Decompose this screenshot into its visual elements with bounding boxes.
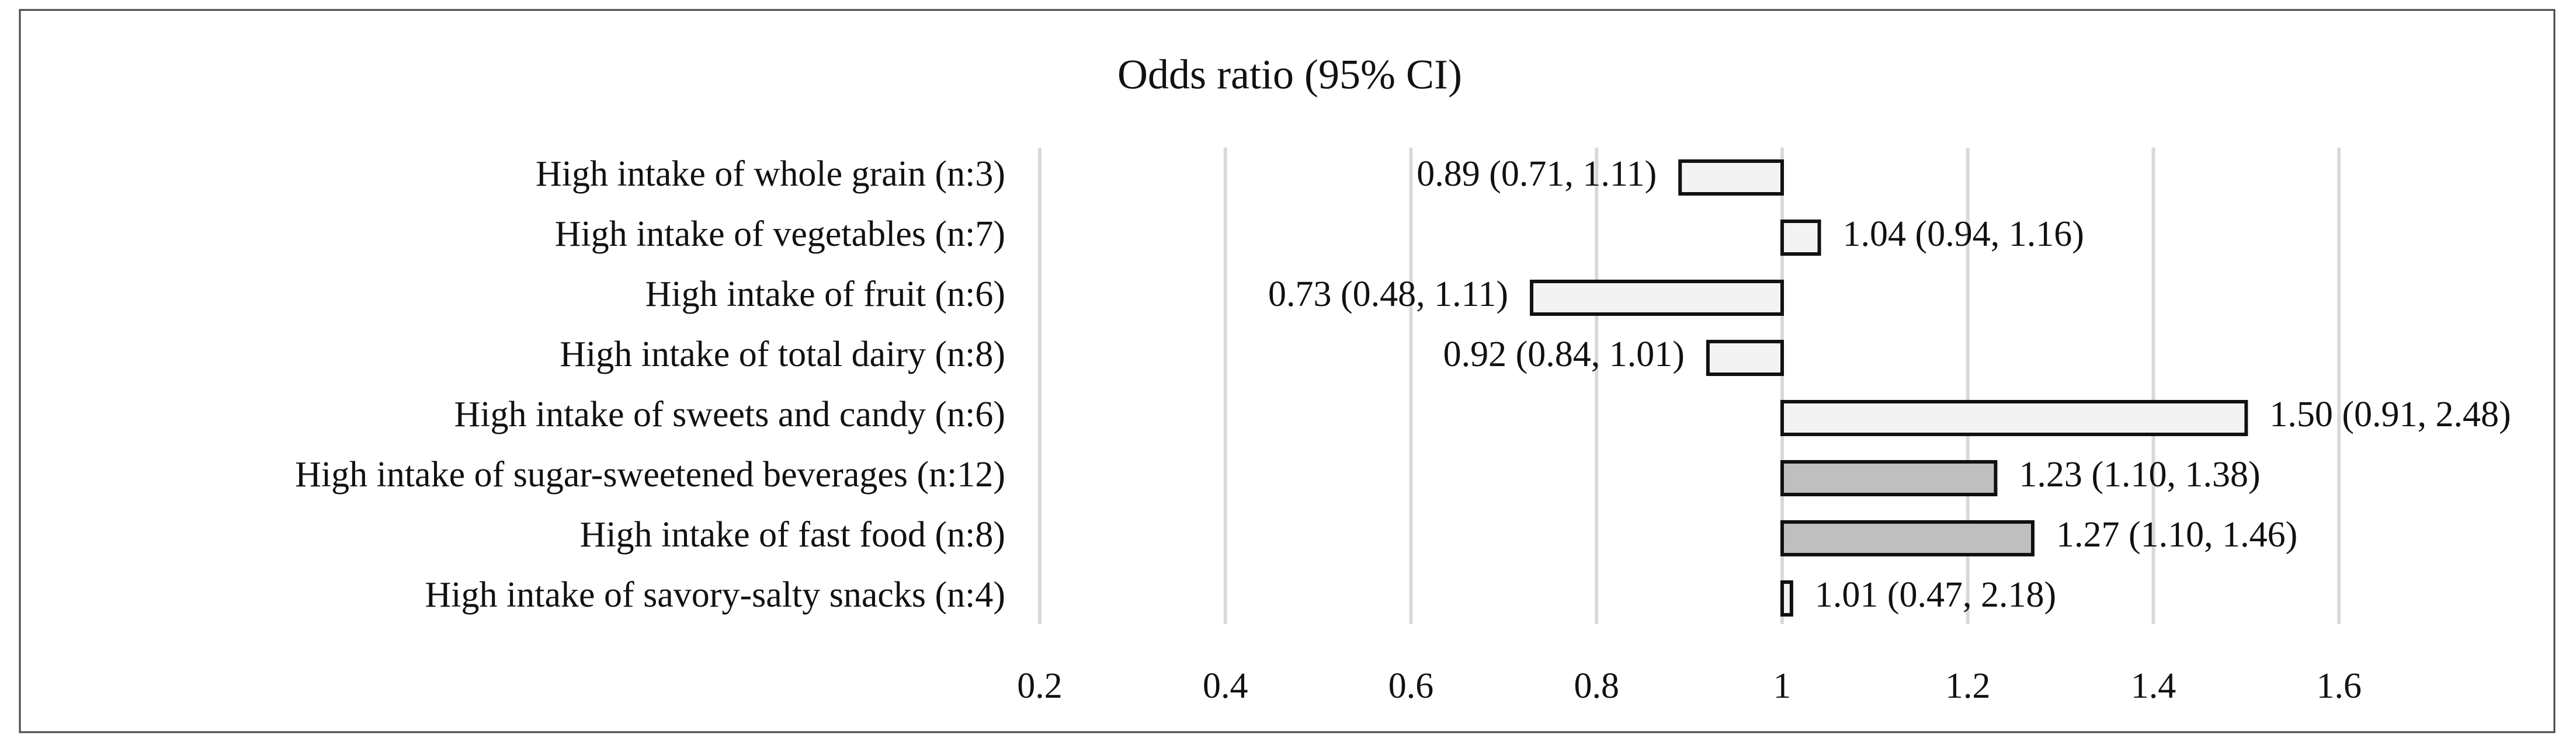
bar — [1530, 280, 1785, 316]
value-label: 1.50 (0.91, 2.48) — [2269, 395, 2511, 434]
bar — [1780, 220, 1821, 256]
y-tick-label: High intake of fast food (n:8) — [580, 515, 1005, 555]
x-tick-label: 1.6 — [2317, 666, 2362, 706]
y-tick-label: High intake of sugar-sweetened beverages… — [295, 455, 1005, 495]
bar — [1780, 460, 1998, 496]
value-label: 1.04 (0.94, 1.16) — [1843, 214, 2084, 254]
y-tick-label: High intake of fruit (n:6) — [645, 274, 1005, 314]
chart-border — [19, 9, 2556, 733]
y-tick-label: High intake of savory-salty snacks (n:4) — [425, 575, 1005, 615]
y-tick-label: High intake of total dairy (n:8) — [560, 335, 1005, 374]
x-tick-label: 1.2 — [1945, 666, 1991, 706]
chart-title: Odds ratio (95% CI) — [1117, 51, 1462, 98]
x-tick-label: 0.4 — [1203, 666, 1248, 706]
value-label: 0.89 (0.71, 1.11) — [1417, 154, 1657, 194]
y-tick-label: High intake of vegetables (n:7) — [555, 214, 1005, 254]
value-label: 1.23 (1.10, 1.38) — [2019, 455, 2260, 495]
x-tick-label: 0.2 — [1017, 666, 1063, 706]
value-label: 1.27 (1.10, 1.46) — [2056, 515, 2297, 555]
bar — [1780, 520, 2035, 556]
x-tick-label: 0.8 — [1574, 666, 1620, 706]
bar — [1780, 400, 2248, 436]
x-tick-label: 1 — [1773, 666, 1792, 706]
y-tick-label: High intake of whole grain (n:3) — [536, 154, 1005, 194]
value-label: 0.92 (0.84, 1.01) — [1443, 335, 1685, 374]
bar — [1678, 159, 1785, 196]
bar — [1780, 580, 1793, 617]
value-label: 1.01 (0.47, 2.18) — [1815, 575, 2056, 615]
value-label: 0.73 (0.48, 1.11) — [1268, 274, 1508, 314]
x-tick-label: 1.4 — [2131, 666, 2176, 706]
x-tick-label: 0.6 — [1388, 666, 1434, 706]
bar — [1706, 340, 1784, 376]
y-tick-label: High intake of sweets and candy (n:6) — [454, 395, 1005, 434]
